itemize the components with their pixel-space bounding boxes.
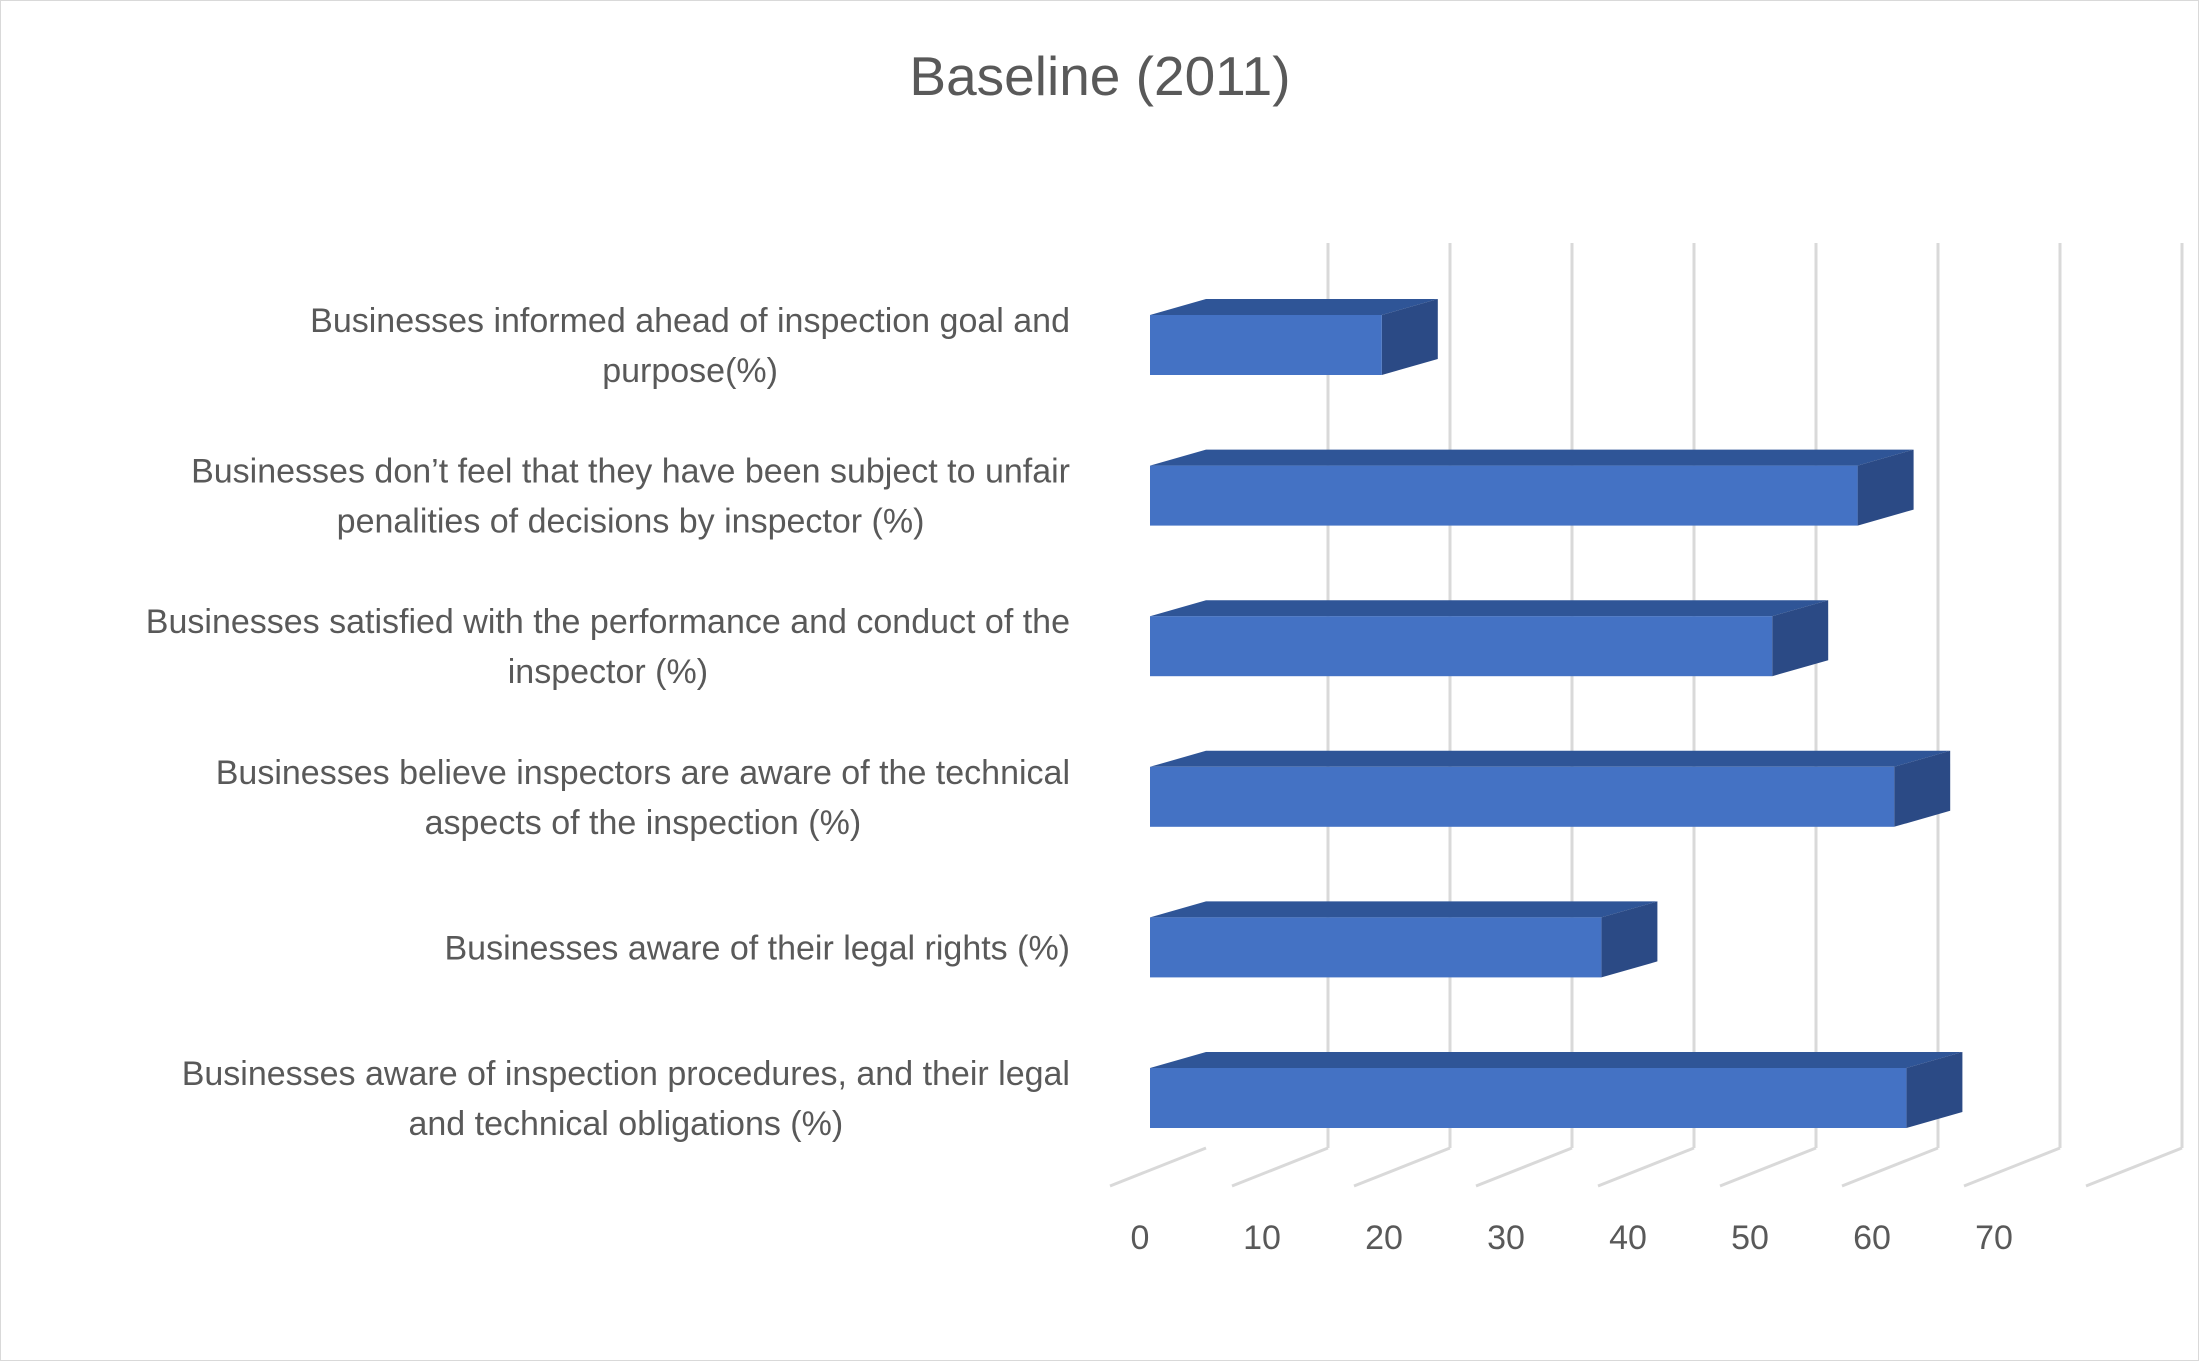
bar-front-face	[1150, 616, 1773, 677]
bar-top-face	[1150, 901, 1658, 918]
category-label: aspects of the inspection (%)	[425, 804, 862, 842]
x-tick-label: 70	[1975, 1219, 2013, 1257]
bar-top-face	[1150, 299, 1438, 315]
gridline-floor	[1963, 1146, 2061, 1188]
bar-side-face	[1906, 1052, 1963, 1128]
gridline-floor	[1353, 1146, 1451, 1188]
category-label: Businesses aware of inspection procedure…	[182, 1055, 1070, 1093]
bar	[1150, 600, 1829, 677]
bar-front-face	[1150, 465, 1858, 526]
category-labels: Businesses aware of inspection procedure…	[146, 302, 1070, 1143]
category-label: purpose(%)	[602, 352, 778, 390]
bar-top-face	[1150, 1052, 1963, 1068]
bar	[1150, 299, 1438, 375]
category-label: and technical obligations (%)	[408, 1105, 843, 1143]
x-tick-label: 60	[1853, 1219, 1891, 1257]
category-label: Businesses believe inspectors are aware …	[216, 754, 1070, 792]
category-label: inspector (%)	[508, 653, 708, 691]
bar-front-face	[1150, 1068, 1907, 1128]
category-label: Businesses satisfied with the performanc…	[146, 603, 1070, 641]
x-tick-label: 20	[1365, 1219, 1403, 1257]
x-tick-label: 30	[1487, 1219, 1525, 1257]
bar-side-face	[1772, 600, 1829, 677]
bar-side-face	[1381, 299, 1438, 375]
x-tick-labels: 0 10 20 30 40 50 60 70	[1131, 1219, 2013, 1257]
bar	[1150, 1052, 1963, 1128]
bar-top-face	[1150, 750, 1951, 767]
gridline-floor	[1109, 1146, 1207, 1188]
bar	[1150, 750, 1951, 827]
gridline-floor	[1719, 1146, 1817, 1188]
category-label: Businesses don’t feel that they have bee…	[191, 453, 1070, 491]
gridline-floor	[1597, 1146, 1695, 1188]
bar-top-face	[1150, 449, 1914, 466]
bar-side-face	[1894, 750, 1951, 827]
x-tick-label: 0	[1131, 1219, 1150, 1257]
category-label: penalities of decisions by inspector (%)	[337, 503, 925, 541]
chart-title: Baseline (2011)	[909, 45, 1290, 107]
x-tick-label: 10	[1243, 1219, 1281, 1257]
x-tick-label: 50	[1731, 1219, 1769, 1257]
bar-side-face	[1601, 901, 1658, 978]
bar	[1150, 449, 1914, 526]
bar-front-face	[1150, 766, 1895, 827]
bar-front-face	[1150, 315, 1382, 375]
category-label: Businesses informed ahead of inspection …	[310, 302, 1070, 340]
bar-front-face	[1150, 917, 1602, 978]
gridline-floor	[1475, 1146, 1573, 1188]
bar	[1150, 901, 1658, 978]
bar-top-face	[1150, 600, 1829, 617]
gridline-floor	[1231, 1146, 1329, 1188]
category-label: Businesses aware of their legal rights (…	[445, 929, 1071, 967]
x-tick-label: 40	[1609, 1219, 1647, 1257]
gridline-floor	[1841, 1146, 1939, 1188]
gridlines	[1109, 243, 2184, 1188]
bar-side-face	[1857, 449, 1914, 526]
gridline-floor	[2085, 1146, 2183, 1188]
bars	[1150, 299, 1963, 1128]
